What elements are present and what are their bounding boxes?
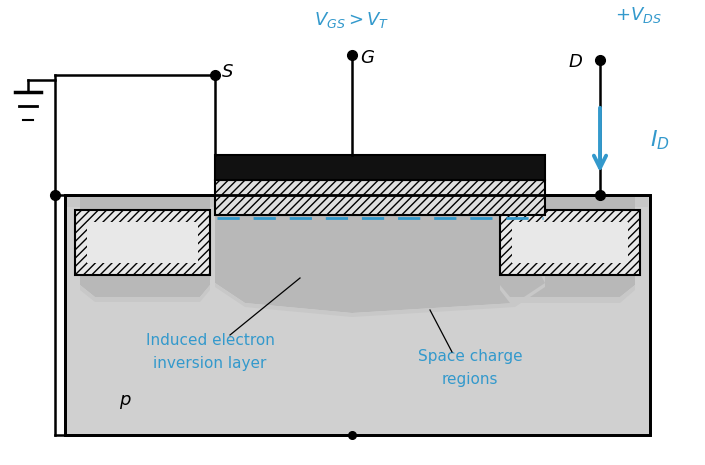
Text: $+V_{DS}$: $+V_{DS}$: [615, 5, 661, 25]
Text: D: D: [568, 53, 582, 71]
Bar: [65, 195, 650, 435]
Text: Induced electron
inversion layer: Induced electron inversion layer: [145, 333, 274, 371]
Bar: [500, 210, 640, 275]
Bar: [75, 210, 210, 275]
Bar: [215, 180, 545, 215]
Text: Space charge
regions: Space charge regions: [417, 349, 522, 387]
Text: $I_D$: $I_D$: [650, 128, 670, 152]
Bar: [75, 210, 210, 275]
Text: n$^+$: n$^+$: [558, 232, 582, 252]
Bar: [65, 195, 650, 435]
Text: n$^+$: n$^+$: [129, 232, 154, 252]
Text: $V_{GS} > V_T$: $V_{GS} > V_T$: [314, 10, 390, 30]
Text: S: S: [222, 63, 233, 81]
Text: G: G: [360, 49, 374, 67]
Polygon shape: [67, 197, 648, 313]
Bar: [512, 222, 628, 263]
Bar: [87, 222, 198, 263]
Polygon shape: [67, 197, 648, 317]
Bar: [215, 155, 545, 180]
Text: p: p: [119, 391, 130, 409]
